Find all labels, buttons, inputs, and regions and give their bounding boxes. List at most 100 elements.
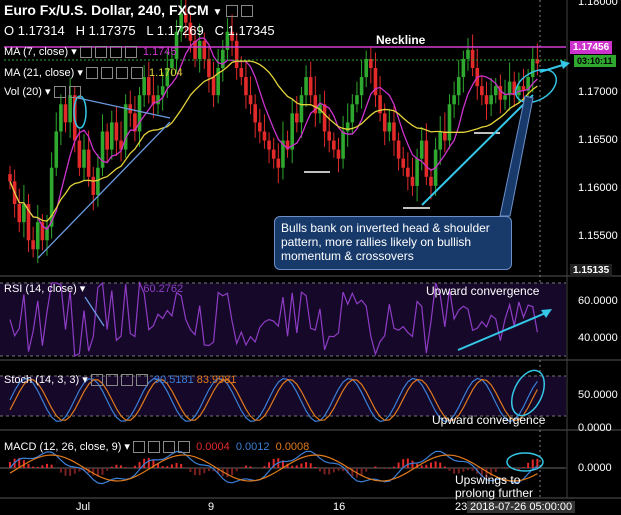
candle-body bbox=[304, 77, 308, 96]
macd-hist-value: 0.0004 bbox=[196, 441, 230, 453]
rsi-legend[interactable]: RSI (14, close) ▾ 60.2762 bbox=[4, 283, 184, 295]
countdown-tag: 03:10:11 bbox=[574, 55, 616, 67]
candle-body bbox=[202, 40, 207, 59]
x-tick: 23 bbox=[455, 501, 468, 513]
price-tick: 1.18000 bbox=[578, 0, 618, 8]
x-tick: 9 bbox=[208, 501, 215, 513]
rsi-label: RSI (14, close) bbox=[4, 283, 77, 295]
candle-body bbox=[105, 131, 109, 150]
ma7-legend[interactable]: MA (7, close) ▾ 1.1745 bbox=[4, 46, 177, 59]
candle-body bbox=[26, 204, 31, 241]
candle-body bbox=[207, 58, 211, 78]
ma7-buttons[interactable] bbox=[79, 46, 140, 59]
bottom-price-tag: 1.15135 bbox=[570, 264, 613, 277]
price-up-arrow bbox=[539, 63, 567, 73]
candle-body bbox=[313, 95, 318, 114]
candle-body bbox=[216, 68, 220, 96]
macd-buttons[interactable] bbox=[133, 441, 193, 454]
candle-body bbox=[470, 49, 475, 68]
candle-body bbox=[373, 68, 378, 96]
ma21-buttons[interactable] bbox=[85, 67, 146, 80]
candle-body bbox=[507, 81, 512, 96]
candle-body bbox=[447, 104, 452, 141]
candle-body bbox=[443, 131, 447, 141]
candle-body bbox=[382, 113, 387, 132]
candle-body bbox=[526, 77, 530, 91]
header-buttons[interactable] bbox=[226, 2, 256, 18]
pattern-callout: Bulls bank on inverted head & shoulder p… bbox=[274, 216, 512, 270]
candle-body bbox=[170, 58, 174, 68]
candle-body bbox=[258, 122, 262, 132]
candle-body bbox=[359, 77, 364, 96]
candle-body bbox=[498, 86, 503, 100]
macd-legend[interactable]: MACD (12, 26, close, 9) ▾ 0.0004 0.0012 … bbox=[4, 441, 310, 454]
candle-body bbox=[285, 140, 290, 150]
candle-body bbox=[133, 113, 137, 132]
candle-body bbox=[174, 31, 179, 59]
candle-body bbox=[17, 204, 22, 223]
price-tick: 1.16500 bbox=[578, 134, 618, 146]
candle-body bbox=[424, 140, 429, 177]
macd-note-line1: Upswings to bbox=[455, 473, 521, 487]
current-price-tag: 1.17456 bbox=[570, 41, 613, 54]
candle-body bbox=[401, 158, 406, 168]
candle-body bbox=[419, 140, 424, 159]
support-trendline bbox=[37, 121, 171, 259]
candle-body bbox=[137, 95, 142, 132]
rsi-value: 60.2762 bbox=[143, 283, 184, 295]
candle-body bbox=[165, 68, 170, 87]
stoch-d-line bbox=[9, 378, 538, 422]
ma7-value: 1.1745 bbox=[142, 46, 177, 58]
candle-body bbox=[114, 122, 119, 141]
macd-signal-line bbox=[9, 454, 538, 482]
candle-body bbox=[452, 95, 456, 105]
macd-line-value: 0.0012 bbox=[235, 441, 270, 453]
chart-header: Euro Fx/U.S. Dollar, 240, FXCM ▼ bbox=[4, 2, 256, 18]
ohlc-readout: O 1.17314 H 1.17375 L 1.17269 C 1.17345 bbox=[4, 23, 275, 38]
chevron-down-icon[interactable]: ▼ bbox=[212, 7, 223, 18]
candle-body bbox=[276, 158, 281, 168]
x-tick: Jul bbox=[76, 501, 91, 513]
candle-body bbox=[392, 122, 396, 141]
candle-body bbox=[466, 49, 470, 59]
macd-tick: 0.0000 bbox=[578, 462, 612, 474]
candle-body bbox=[156, 95, 160, 105]
candle-body bbox=[493, 86, 498, 96]
candle-body bbox=[239, 68, 244, 78]
high-value: H 1.17375 bbox=[75, 23, 136, 38]
resistance-trendline bbox=[77, 97, 171, 119]
ma7-line bbox=[9, 37, 538, 231]
candle-body bbox=[530, 58, 535, 78]
candle-body bbox=[512, 81, 517, 96]
stoch-tick: 50.0000 bbox=[578, 389, 618, 401]
uptrend-line bbox=[421, 94, 534, 206]
candle-body bbox=[332, 140, 336, 150]
candle-body bbox=[290, 113, 294, 150]
candle-body bbox=[378, 95, 382, 114]
candle-body bbox=[327, 131, 331, 141]
x-current-time: 2018-07-26 05:00:00 bbox=[467, 501, 576, 513]
candle-body bbox=[387, 122, 392, 132]
candle-body bbox=[8, 174, 12, 182]
open-value: O 1.17314 bbox=[4, 23, 65, 38]
rsi-tick: 60.0000 bbox=[578, 295, 618, 307]
candle-body bbox=[160, 86, 165, 96]
vol-legend[interactable]: Vol (20) ▾ bbox=[4, 85, 84, 99]
ma21-value: 1.1704 bbox=[149, 67, 183, 79]
rsi-tick: 40.0000 bbox=[578, 332, 618, 344]
candle-body bbox=[267, 140, 271, 150]
vol-buttons[interactable] bbox=[53, 86, 84, 99]
candle-body bbox=[489, 95, 493, 105]
candle-body bbox=[31, 240, 35, 250]
ma21-legend[interactable]: MA (21, close) ▾ 1.1704 bbox=[4, 67, 183, 80]
macd-label: MACD (12, 26, close, 9) bbox=[4, 441, 122, 453]
candle-body bbox=[63, 104, 68, 123]
candle-body bbox=[123, 104, 128, 150]
symbol-title[interactable]: Euro Fx/U.S. Dollar, 240, FXCM bbox=[4, 2, 209, 18]
price-tick: 1.17000 bbox=[578, 86, 618, 98]
candle-body bbox=[59, 104, 63, 132]
stoch-buttons[interactable] bbox=[90, 374, 151, 387]
stoch-legend[interactable]: Stoch (14, 3, 3) ▾ 90.5181 83.9981 bbox=[4, 374, 237, 387]
candle-body bbox=[271, 149, 276, 159]
